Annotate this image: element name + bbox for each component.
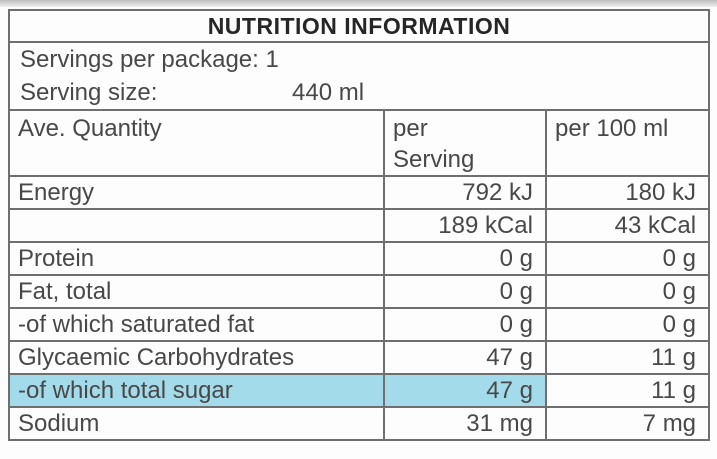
value-per-serving: 31 mg bbox=[383, 406, 547, 441]
value-per-100ml: 43 kCal bbox=[544, 208, 711, 243]
value-per-100ml: 11 g bbox=[544, 373, 711, 408]
header-row: Ave. Quantity per Serving per 100 ml bbox=[8, 109, 711, 177]
value-per-serving: 0 g bbox=[383, 307, 547, 342]
value-per-100ml: 180 kJ bbox=[544, 175, 711, 210]
photo-top-edge bbox=[0, 0, 717, 7]
table-row-energy-kcal: 189 kCal 43 kCal bbox=[8, 208, 711, 243]
row-label: Sodium bbox=[8, 406, 385, 441]
title-row: NUTRITION INFORMATION bbox=[7, 9, 711, 43]
table-title: NUTRITION INFORMATION bbox=[7, 9, 711, 43]
table-row-fat-total: Fat, total 0 g 0 g bbox=[8, 274, 711, 309]
value-per-serving: 189 kCal bbox=[383, 208, 547, 243]
value-per-100ml: 11 g bbox=[544, 340, 711, 375]
serving-size-line: Serving size: 440 ml bbox=[20, 76, 698, 108]
table-row-saturated-fat: -of which saturated fat 0 g 0 g bbox=[8, 307, 711, 342]
value-per-100ml: 0 g bbox=[544, 274, 711, 309]
row-label: Glycaemic Carbohydrates bbox=[8, 340, 385, 375]
servings-cell: Servings per package: 1 Serving size: 44… bbox=[7, 41, 711, 111]
value-per-100ml: 0 g bbox=[544, 307, 711, 342]
table-row-glycaemic-carbohydrates: Glycaemic Carbohydrates 47 g 11 g bbox=[8, 340, 711, 375]
row-label: -of which saturated fat bbox=[8, 307, 385, 342]
value-per-serving: 0 g bbox=[383, 274, 547, 309]
value-per-serving: 0 g bbox=[383, 241, 547, 276]
value-per-100ml: 7 mg bbox=[544, 406, 711, 441]
table-row-energy-kj: Energy 792 kJ 180 kJ bbox=[8, 175, 711, 210]
serving-size-label: Serving size: bbox=[20, 79, 158, 106]
value-per-serving: 792 kJ bbox=[383, 175, 547, 210]
row-label: Protein bbox=[8, 241, 385, 276]
table-row-protein: Protein 0 g 0 g bbox=[8, 241, 711, 276]
table-row-total-sugar: -of which total sugar 47 g 11 g bbox=[8, 373, 711, 408]
row-label: -of which total sugar bbox=[8, 373, 385, 408]
column-header-per-serving: per Serving bbox=[383, 109, 547, 177]
value-per-serving: 47 g bbox=[383, 340, 547, 375]
servings-per-package: Servings per package: 1 bbox=[20, 46, 279, 73]
column-header-ave-quantity: Ave. Quantity bbox=[8, 109, 385, 177]
row-label: Energy bbox=[8, 175, 385, 210]
column-header-per-100ml: per 100 ml bbox=[544, 109, 711, 177]
servings-row: Servings per package: 1 Serving size: 44… bbox=[7, 41, 711, 111]
serving-size-value: 440 ml bbox=[292, 79, 365, 106]
value-per-serving: 47 g bbox=[383, 373, 547, 408]
row-label: Fat, total bbox=[8, 274, 385, 309]
row-label bbox=[8, 208, 385, 243]
nutrition-table: NUTRITION INFORMATION Servings per packa… bbox=[7, 9, 711, 441]
value-per-100ml: 0 g bbox=[544, 241, 711, 276]
table-row-sodium: Sodium 31 mg 7 mg bbox=[8, 406, 711, 441]
